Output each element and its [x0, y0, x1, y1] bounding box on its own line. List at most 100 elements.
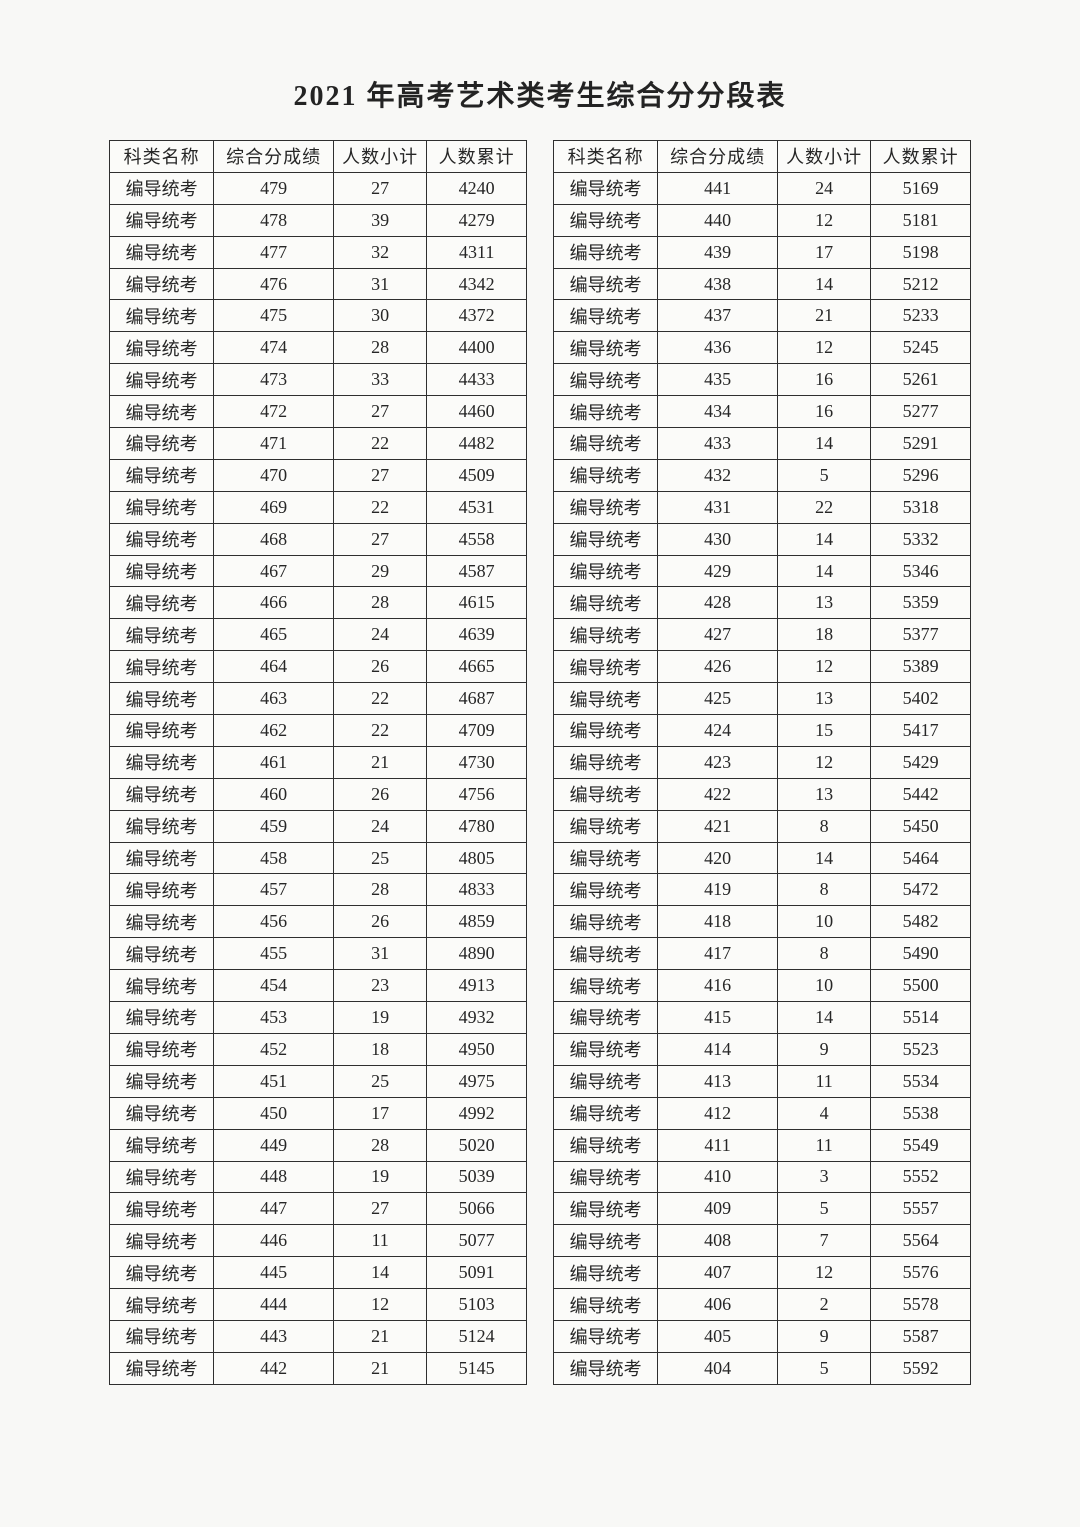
cumulative-cell: 5277: [870, 395, 971, 429]
count-cell: 11: [776, 1128, 872, 1162]
cumulative-cell: 5020: [426, 1128, 527, 1162]
category-cell: 编导统考: [108, 522, 215, 556]
category-cell: 编导统考: [552, 1160, 659, 1194]
table-row: 编导统考 428 13 5359: [552, 586, 971, 620]
count-cell: 21: [332, 1351, 428, 1385]
header-row: 科类名称 综合分成绩 人数小计 人数累计: [552, 140, 971, 173]
table-row: 编导统考 422 13 5442: [552, 777, 971, 811]
cumulative-cell: 4975: [426, 1064, 527, 1098]
cumulative-cell: 4756: [426, 777, 527, 811]
score-cell: 477: [213, 235, 334, 269]
table-row: 编导统考 477 32 4311: [108, 235, 527, 269]
count-cell: 19: [332, 1160, 428, 1194]
cumulative-cell: 5233: [870, 299, 971, 333]
table-row: 编导统考 418 10 5482: [552, 905, 971, 939]
cumulative-cell: 5318: [870, 490, 971, 524]
table-row: 编导统考 454 23 4913: [108, 969, 527, 1003]
cumulative-cell: 4665: [426, 650, 527, 684]
category-cell: 编导统考: [552, 1192, 659, 1226]
count-cell: 14: [776, 522, 872, 556]
cumulative-cell: 4311: [426, 235, 527, 269]
table-row: 编导统考 455 31 4890: [108, 937, 527, 971]
category-cell: 编导统考: [108, 1351, 215, 1385]
cumulative-cell: 4932: [426, 1001, 527, 1034]
cumulative-cell: 5245: [870, 331, 971, 365]
score-cell: 457: [213, 873, 334, 907]
category-cell: 编导统考: [108, 395, 215, 429]
category-cell: 编导统考: [108, 235, 215, 269]
table-row: 编导统考 444 12 5103: [108, 1288, 527, 1321]
table-row: 编导统考 415 14 5514: [552, 1001, 971, 1034]
count-cell: 5: [776, 1351, 872, 1385]
count-cell: 24: [776, 171, 872, 205]
count-cell: 28: [332, 873, 428, 907]
category-cell: 编导统考: [108, 841, 215, 875]
cumulative-cell: 5464: [870, 841, 971, 875]
count-cell: 18: [332, 1032, 428, 1066]
count-cell: 13: [776, 682, 872, 716]
cumulative-cell: 5482: [870, 905, 971, 939]
table-row: 编导统考 412 4 5538: [552, 1096, 971, 1130]
score-cell: 404: [657, 1351, 778, 1385]
category-cell: 编导统考: [108, 1192, 215, 1226]
score-cell: 466: [213, 586, 334, 620]
header-count: 人数小计: [332, 140, 428, 173]
cumulative-cell: 4372: [426, 299, 527, 333]
score-cell: 422: [657, 777, 778, 811]
table-row: 编导统考 474 28 4400: [108, 331, 527, 365]
cumulative-cell: 5103: [426, 1288, 527, 1321]
category-cell: 编导统考: [108, 1160, 215, 1194]
score-cell: 405: [657, 1319, 778, 1353]
score-cell: 447: [213, 1192, 334, 1226]
table-row: 编导统考 416 10 5500: [552, 969, 971, 1003]
table-row: 编导统考 411 11 5549: [552, 1128, 971, 1162]
score-cell: 455: [213, 937, 334, 971]
category-cell: 编导统考: [552, 682, 659, 716]
count-cell: 13: [776, 777, 872, 811]
cumulative-cell: 5389: [870, 650, 971, 684]
table-row: 编导统考 445 14 5091: [108, 1256, 527, 1290]
category-cell: 编导统考: [108, 331, 215, 365]
category-cell: 编导统考: [108, 969, 215, 1003]
count-cell: 19: [332, 1001, 428, 1034]
score-cell: 421: [657, 809, 778, 843]
score-cell: 429: [657, 554, 778, 588]
score-cell: 432: [657, 458, 778, 492]
count-cell: 30: [332, 299, 428, 333]
count-cell: 11: [776, 1064, 872, 1098]
score-cell: 409: [657, 1192, 778, 1226]
cumulative-cell: 5077: [426, 1224, 527, 1258]
category-cell: 编导统考: [108, 267, 215, 301]
category-cell: 编导统考: [108, 809, 215, 843]
table-row: 编导统考 443 21 5124: [108, 1319, 527, 1353]
count-cell: 5: [776, 458, 872, 492]
count-cell: 12: [776, 1256, 872, 1290]
count-cell: 22: [776, 490, 872, 524]
count-cell: 2: [776, 1288, 872, 1321]
page-title: 2021 年高考艺术类考生综合分分段表: [293, 81, 787, 112]
cumulative-cell: 5538: [870, 1096, 971, 1130]
score-cell: 456: [213, 905, 334, 939]
category-cell: 编导统考: [552, 427, 659, 460]
category-cell: 编导统考: [108, 905, 215, 939]
cumulative-cell: 4950: [426, 1032, 527, 1066]
table-row: 编导统考 456 26 4859: [108, 905, 527, 939]
category-cell: 编导统考: [552, 1032, 659, 1066]
score-cell: 473: [213, 363, 334, 397]
table-row: 编导统考 452 18 4950: [108, 1032, 527, 1066]
score-cell: 430: [657, 522, 778, 556]
count-cell: 5: [776, 1192, 872, 1226]
cumulative-cell: 5359: [870, 586, 971, 620]
count-cell: 10: [776, 969, 872, 1003]
score-cell: 465: [213, 618, 334, 652]
count-cell: 33: [332, 363, 428, 397]
category-cell: 编导统考: [108, 1319, 215, 1353]
cumulative-cell: 5514: [870, 1001, 971, 1034]
table-row: 编导统考 453 19 4932: [108, 1001, 527, 1034]
score-cell: 426: [657, 650, 778, 684]
cumulative-cell: 4833: [426, 873, 527, 907]
score-cell: 450: [213, 1096, 334, 1130]
cumulative-cell: 4433: [426, 363, 527, 397]
count-cell: 10: [776, 905, 872, 939]
table-row: 编导统考 475 30 4372: [108, 299, 527, 333]
